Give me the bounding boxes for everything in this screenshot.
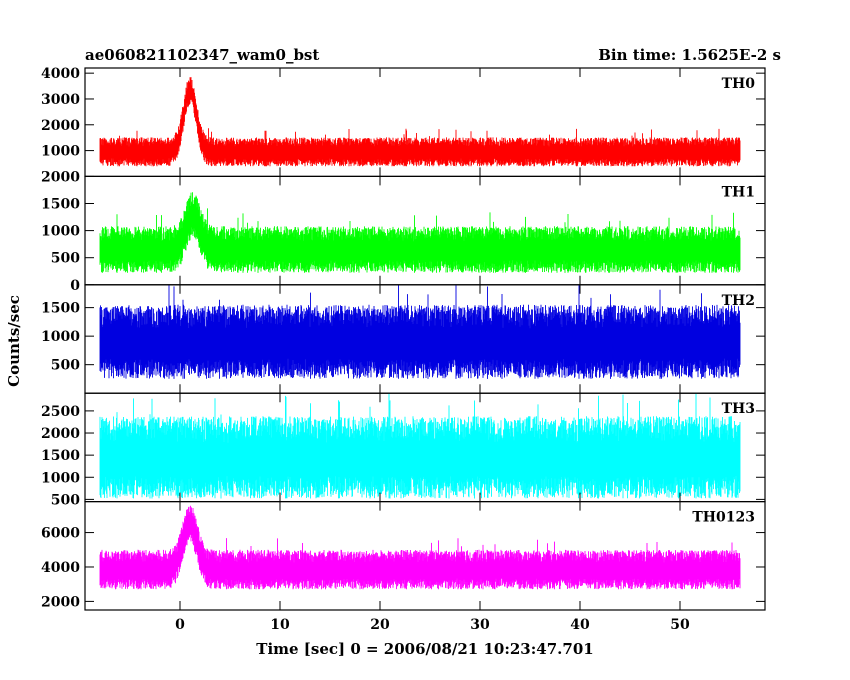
x-tick-label: 40 <box>570 617 590 633</box>
y-tick-label: 500 <box>51 358 80 374</box>
series-th3 <box>99 393 741 499</box>
y-tick-label: 1500 <box>41 448 80 464</box>
panel-th3: 500 1000 1500 2000 2500 TH3 <box>41 392 766 508</box>
y-tick-label: 2000 <box>41 169 80 185</box>
panel-label: TH1 <box>722 184 755 200</box>
x-tick-label: 10 <box>270 617 290 633</box>
bin-time-label: Bin time: 1.5625E-2 s <box>598 46 781 64</box>
y-tick-label: 1500 <box>41 197 80 213</box>
chart-title: ae060821102347_wam0_bst <box>85 46 319 64</box>
panel-th0123: 2000 4000 6000 0 10 20 30 40 50 TH0123 <box>41 501 766 633</box>
y-tick-label: 1500 <box>41 301 80 317</box>
series-th2 <box>99 285 741 379</box>
panel-label: TH2 <box>722 293 755 309</box>
panel-label: TH0123 <box>692 510 755 526</box>
x-axis-label: Time [sec] 0 = 2006/08/21 10:23:47.701 <box>256 640 593 658</box>
panel-frame <box>84 501 766 611</box>
series-th0 <box>99 77 741 167</box>
y-tick-label: 1000 <box>41 224 80 240</box>
x-tick-label: 20 <box>370 617 390 633</box>
y-tick-label: 1000 <box>41 144 80 160</box>
panels-group: 1000200030004000TH00500100015002000TH150… <box>41 66 766 633</box>
y-tick-label: 500 <box>51 492 80 508</box>
panel-th2: 500 1000 1500 TH2 <box>41 284 766 394</box>
panel-label: TH0 <box>722 76 756 92</box>
series-th0123 <box>99 505 741 590</box>
y-tick-label: 500 <box>51 251 80 267</box>
x-tick-label: 30 <box>470 617 490 633</box>
y-tick-label: 1000 <box>41 329 80 345</box>
panel-th1: 0 500 1000 1500 2000 TH1 <box>41 169 766 294</box>
x-tick-label: 50 <box>670 617 690 633</box>
y-tick-label: 2500 <box>41 404 80 420</box>
y-tick-label: 4000 <box>41 66 80 82</box>
y-tick-label: 2000 <box>41 594 80 610</box>
y-tick-label: 3000 <box>41 92 80 108</box>
y-tick-label: 4000 <box>41 560 80 576</box>
panel-label: TH3 <box>722 401 755 417</box>
y-axis-label: Counts/sec <box>5 295 23 387</box>
x-tick-label: 0 <box>175 617 185 633</box>
y-tick-label: 6000 <box>41 526 80 542</box>
y-tick-label: 1000 <box>41 470 80 486</box>
series-th1 <box>99 192 741 273</box>
y-tick-label: 2000 <box>41 118 80 134</box>
y-tick-label: 0 <box>70 278 80 294</box>
panel-th0: 1000 2000 3000 4000 TH0 <box>41 66 766 178</box>
y-tick-label: 2000 <box>41 426 80 442</box>
